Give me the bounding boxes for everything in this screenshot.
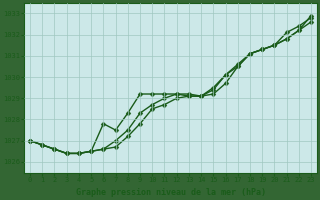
X-axis label: Graphe pression niveau de la mer (hPa): Graphe pression niveau de la mer (hPa) [76, 188, 266, 197]
